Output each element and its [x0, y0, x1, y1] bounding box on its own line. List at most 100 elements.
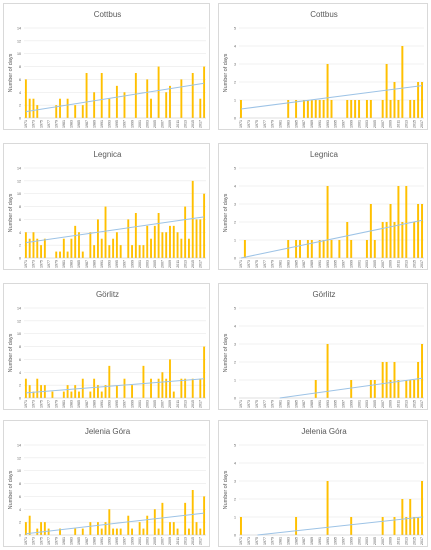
bar-1998 — [346, 100, 349, 118]
x-tick-label: 2003 — [365, 120, 369, 128]
x-tick-label: 2017 — [199, 120, 203, 128]
x-tick-label: 1995 — [334, 260, 338, 268]
bar-1989 — [310, 240, 313, 258]
bar-2004 — [150, 238, 152, 258]
bar-2010 — [172, 225, 175, 258]
bar-1995 — [115, 385, 118, 398]
x-tick-label: 1975 — [39, 260, 43, 268]
bar-1980 — [59, 251, 61, 258]
y-tick-label: 3 — [234, 203, 236, 207]
x-tick-label: 1985 — [294, 400, 298, 408]
bar-2009 — [169, 225, 171, 258]
x-tick-label: 2005 — [373, 537, 377, 545]
x-tick-label: 1991 — [100, 537, 104, 545]
bar-1985 — [295, 517, 298, 535]
y-tick-label: 5 — [234, 167, 236, 171]
bar-2008 — [385, 64, 388, 118]
x-tick-label: 1973 — [247, 400, 251, 408]
bar-2003 — [146, 515, 149, 535]
x-tick-label: 2015 — [412, 260, 416, 268]
bar-2015 — [413, 222, 416, 258]
bar-2010 — [393, 82, 396, 118]
chart-gorlitz-right: Görlitz Number of days 0 1 2 3 4 5 1971 1973 1975 1… — [223, 290, 424, 408]
bar-1979 — [55, 251, 58, 258]
y-axis-label: Number of days — [223, 193, 229, 232]
bar-2010 — [393, 362, 396, 398]
y-tick-label: 10 — [17, 469, 21, 473]
y-tick-label: 12 — [17, 456, 21, 460]
x-tick-label: 1983 — [70, 120, 74, 128]
x-tick-label: 1981 — [62, 120, 66, 128]
x-tick-label: 1983 — [286, 260, 290, 268]
y-tick-label: 2 — [234, 81, 236, 85]
x-tick-label: 1991 — [318, 400, 322, 408]
x-tick-label: 1983 — [70, 400, 74, 408]
bar-2014 — [409, 100, 412, 118]
bar-2017 — [421, 344, 424, 398]
x-tick-label: 1971 — [239, 260, 243, 268]
chart-title: Legnica — [310, 150, 339, 159]
bar-2005 — [373, 240, 376, 258]
bar-1987 — [85, 73, 88, 118]
bar-1998 — [127, 219, 130, 258]
bar-1993 — [326, 344, 329, 398]
bar-2017 — [421, 204, 424, 258]
bar-1972 — [28, 515, 31, 535]
x-tick-label: 1987 — [85, 537, 89, 545]
x-tick-label: 1997 — [342, 260, 346, 268]
chart-panel-cottbus-right: Cottbus Number of days 0 1 2 3 4 5 1971 1973 1975 1… — [218, 3, 428, 130]
bar-1989 — [93, 245, 96, 258]
bar-1999 — [131, 245, 134, 258]
y-tick-label: 0 — [234, 534, 236, 538]
x-tick-label: 1975 — [255, 120, 259, 128]
y-tick-label: 14 — [17, 167, 21, 171]
x-tick-label: 1971 — [239, 120, 243, 128]
x-tick-label: 2013 — [183, 260, 187, 268]
bar-2001 — [358, 100, 361, 118]
x-tick-label: 2009 — [168, 400, 172, 408]
x-tick-label: 2001 — [357, 120, 361, 128]
bar-1995 — [115, 528, 118, 535]
x-tick-label: 1997 — [123, 400, 127, 408]
chart-title: Görlitz — [96, 290, 119, 299]
x-tick-label: 1993 — [108, 400, 112, 408]
bar-1971 — [239, 517, 242, 535]
x-tick-label: 1985 — [294, 260, 298, 268]
bar-1979 — [55, 105, 58, 118]
x-tick-label: 2005 — [373, 120, 377, 128]
y-tick-label: 12 — [17, 39, 21, 43]
bar-1985 — [78, 391, 80, 398]
x-tick-label: 2017 — [420, 260, 424, 268]
chart-panel-jelenia-gora-left: Jelenia Góra Number of days 0 2 4 6 8 10 12 14 197… — [3, 420, 210, 547]
x-tick-label: 2003 — [145, 120, 149, 128]
x-tick-label: 1971 — [239, 537, 243, 545]
x-tick-label: 2007 — [381, 400, 385, 408]
bar-2018 — [203, 193, 206, 258]
y-tick-label: 6 — [19, 78, 21, 82]
y-tick-label: 8 — [19, 482, 21, 486]
x-tick-label: 2001 — [138, 260, 142, 268]
y-tick-label: 12 — [17, 179, 21, 183]
bar-2013 — [405, 517, 408, 535]
bar-1985 — [78, 232, 80, 258]
bar-1984 — [74, 385, 77, 398]
bar-2010 — [393, 517, 396, 535]
bar-1984 — [74, 225, 77, 258]
bar-1987 — [302, 100, 305, 118]
x-tick-label: 2007 — [161, 400, 165, 408]
x-tick-label: 1983 — [286, 400, 290, 408]
x-tick-label: 1999 — [130, 260, 134, 268]
y-tick-label: 0 — [19, 117, 21, 121]
bar-2009 — [389, 100, 392, 118]
x-tick-label: 2005 — [153, 120, 157, 128]
y-tick-label: 0 — [19, 397, 21, 401]
bar-1984 — [74, 528, 77, 535]
chart-title: Jelenia Góra — [85, 427, 131, 436]
bar-1998 — [127, 515, 130, 535]
chart-title: Görlitz — [312, 290, 335, 299]
bar-1992 — [322, 100, 325, 118]
bar-2007 — [381, 222, 384, 258]
x-tick-label: 1981 — [279, 537, 283, 545]
x-tick-label: 1975 — [255, 260, 259, 268]
bar-2007 — [381, 517, 384, 535]
